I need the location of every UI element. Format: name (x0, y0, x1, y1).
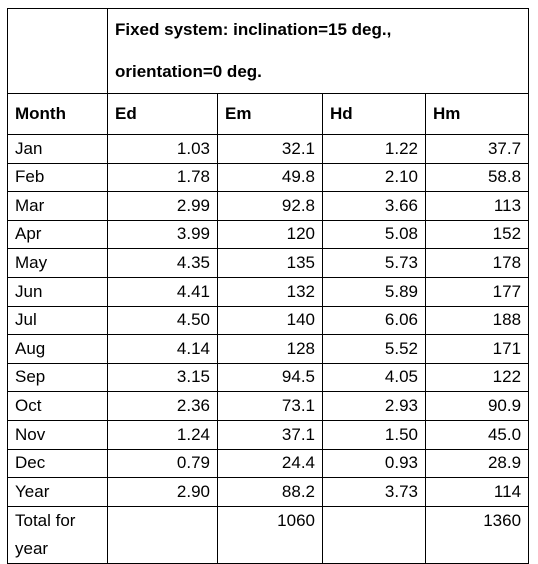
total-ed-cell (107, 505, 218, 564)
cell-ed: 4.35 (107, 248, 218, 278)
table-row: Sep 3.15 94.5 4.05 122 (7, 362, 530, 393)
table-row: Aug 4.14 128 5.52 171 (7, 334, 530, 364)
cell-month: Jun (7, 276, 108, 307)
empty-corner-cell (7, 8, 108, 94)
cell-em: 37.1 (217, 419, 323, 450)
table-row: Dec 0.79 24.4 0.93 28.9 (7, 448, 530, 479)
cell-hd: 5.52 (322, 334, 426, 364)
table-row: Oct 2.36 73.1 2.93 90.9 (7, 391, 530, 421)
cell-month: May (7, 248, 108, 278)
cell-hd: 3.73 (322, 477, 426, 507)
cell-hm: 58.8 (424, 162, 530, 193)
cell-month: Sep (7, 362, 108, 393)
table-row: Mar 2.99 92.8 3.66 113 (7, 191, 530, 221)
cell-month: Year (7, 477, 108, 507)
column-header-hd: Hd (322, 93, 426, 135)
cell-month: Jul (7, 305, 108, 336)
total-row: Total for year 1060 1360 (7, 505, 530, 564)
header-row: Month Ed Em Hd Hm (7, 93, 530, 135)
cell-em: 32.1 (217, 134, 323, 164)
cell-hm: 114 (424, 477, 530, 507)
cell-ed: 2.99 (107, 191, 218, 221)
table-row: Feb 1.78 49.8 2.10 58.8 (7, 162, 530, 193)
cell-em: 73.1 (217, 391, 323, 421)
cell-hd: 5.89 (322, 276, 426, 307)
cell-ed: 3.15 (107, 362, 218, 393)
cell-ed: 1.03 (107, 134, 218, 164)
cell-hm: 177 (424, 276, 530, 307)
cell-hd: 2.10 (322, 162, 426, 193)
cell-ed: 0.79 (107, 448, 218, 479)
title-row-2: orientation=0 deg. (8, 51, 530, 94)
total-hm-cell: 1360 (424, 505, 530, 564)
cell-hm: 90.9 (424, 391, 530, 421)
cell-ed: 1.78 (107, 162, 218, 193)
cell-em: 120 (217, 219, 323, 250)
cell-em: 88.2 (217, 477, 323, 507)
cell-hd: 1.22 (322, 134, 426, 164)
cell-month: Aug (7, 334, 108, 364)
cell-ed: 4.14 (107, 334, 218, 364)
cell-hm: 178 (424, 248, 530, 278)
column-header-hm: Hm (424, 93, 530, 135)
cell-hd: 5.08 (322, 219, 426, 250)
column-header-ed: Ed (107, 93, 218, 135)
cell-hm: 113 (424, 191, 530, 221)
solar-data-table: Fixed system: inclination=15 deg., orien… (7, 8, 530, 564)
table-row: Jun 4.41 132 5.89 177 (7, 276, 530, 307)
table-row: Jul 4.50 140 6.06 188 (7, 305, 530, 336)
cell-ed: 3.99 (107, 219, 218, 250)
cell-em: 140 (217, 305, 323, 336)
table-row: Jan 1.03 32.1 1.22 37.7 (7, 134, 530, 164)
cell-hd: 6.06 (322, 305, 426, 336)
cell-hd: 0.93 (322, 448, 426, 479)
cell-hd: 1.50 (322, 419, 426, 450)
cell-hd: 3.66 (322, 191, 426, 221)
cell-em: 128 (217, 334, 323, 364)
table-title-line1: Fixed system: inclination=15 deg., (106, 8, 530, 51)
cell-month: Feb (7, 162, 108, 193)
cell-em: 94.5 (217, 362, 323, 393)
cell-ed: 2.90 (107, 477, 218, 507)
column-header-month: Month (7, 93, 108, 135)
total-label-line2: year (15, 538, 49, 558)
cell-hm: 122 (424, 362, 530, 393)
table-body: Jan 1.03 32.1 1.22 37.7 Feb 1.78 49.8 2.10 58.8 Ma… (7, 134, 530, 507)
total-em-cell: 1060 (217, 505, 323, 564)
cell-hm: 152 (424, 219, 530, 250)
total-label-line1: Total for (15, 510, 76, 530)
table-row: Year 2.90 88.2 3.73 114 (7, 477, 530, 507)
cell-em: 49.8 (217, 162, 323, 193)
cell-month: Apr (7, 219, 108, 250)
cell-ed: 4.41 (107, 276, 218, 307)
table-row: Nov 1.24 37.1 1.50 45.0 (7, 419, 530, 450)
cell-month: Nov (7, 419, 108, 450)
cell-month: Dec (7, 448, 108, 479)
total-label: Total for year (7, 505, 108, 564)
table-title-line2: orientation=0 deg. (106, 51, 530, 94)
cell-em: 132 (217, 276, 323, 307)
cell-hm: 45.0 (424, 419, 530, 450)
cell-hm: 188 (424, 305, 530, 336)
cell-em: 135 (217, 248, 323, 278)
cell-hm: 28.9 (424, 448, 530, 479)
title-row: Fixed system: inclination=15 deg., (7, 8, 530, 94)
cell-hd: 2.93 (322, 391, 426, 421)
cell-month: Mar (7, 191, 108, 221)
cell-hd: 4.05 (322, 362, 426, 393)
table-row: May 4.35 135 5.73 178 (7, 248, 530, 278)
cell-hm: 171 (424, 334, 530, 364)
cell-ed: 1.24 (107, 419, 218, 450)
cell-em: 92.8 (217, 191, 323, 221)
cell-month: Oct (7, 391, 108, 421)
table-row: Apr 3.99 120 5.08 152 (7, 219, 530, 250)
cell-ed: 4.50 (107, 305, 218, 336)
cell-ed: 2.36 (107, 391, 218, 421)
cell-month: Jan (7, 134, 108, 164)
total-hd-cell (322, 505, 426, 564)
column-header-em: Em (217, 93, 323, 135)
cell-hm: 37.7 (424, 134, 530, 164)
cell-hd: 5.73 (322, 248, 426, 278)
cell-em: 24.4 (217, 448, 323, 479)
